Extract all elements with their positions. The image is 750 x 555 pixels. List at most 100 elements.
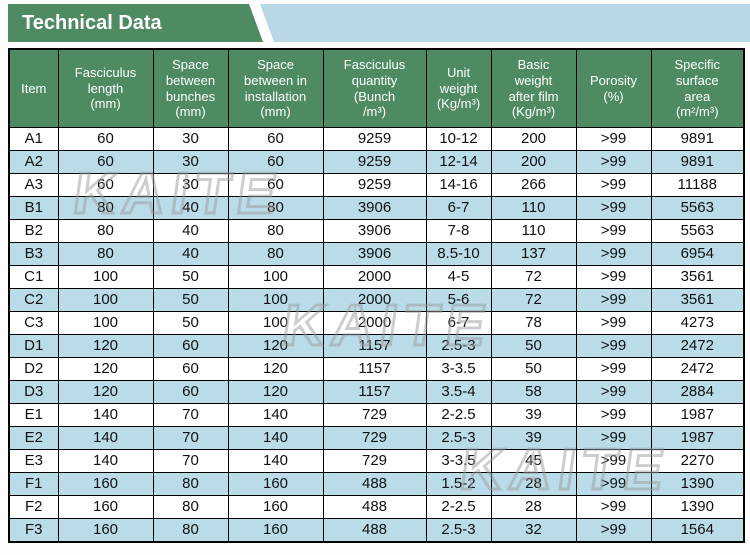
value-cell: 2000	[322, 265, 427, 289]
value-cell: 9259	[322, 173, 427, 197]
value-cell: 12-14	[425, 150, 492, 174]
value-cell: 1.5-2	[425, 472, 492, 496]
table-header-row: Item Fasciculus length (mm) Space between bunc…	[8, 48, 745, 128]
value-cell: >99	[575, 449, 652, 473]
value-cell: 160	[57, 472, 154, 496]
value-cell: 2270	[650, 449, 745, 473]
value-cell: 200	[490, 127, 577, 151]
value-cell: 2000	[322, 311, 427, 335]
value-cell: 50	[152, 265, 229, 289]
item-cell: E3	[8, 449, 59, 473]
column-header-space-between-bunches: Space between bunches (mm)	[152, 48, 229, 128]
value-cell: >99	[575, 334, 652, 358]
title-banner: Technical Data	[8, 4, 263, 42]
value-cell: 160	[227, 472, 324, 496]
item-cell: C2	[8, 288, 59, 312]
value-cell: 28	[490, 472, 577, 496]
item-cell: F2	[8, 495, 59, 519]
column-header-porosity: Porosity (%)	[575, 48, 652, 128]
value-cell: 50	[490, 334, 577, 358]
item-cell: A3	[8, 173, 59, 197]
table-row-C1: C1 100 50 100 2000 4-5 72 >99 3561	[8, 265, 745, 289]
value-cell: 1987	[650, 403, 745, 427]
value-cell: 39	[490, 426, 577, 450]
item-cell: E2	[8, 426, 59, 450]
value-cell: 30	[152, 150, 229, 174]
value-cell: 140	[57, 403, 154, 427]
value-cell: 488	[322, 472, 427, 496]
table-row-F1: F1 160 80 160 488 1.5-2 28 >99 1390	[8, 472, 745, 496]
value-cell: 2.5-3	[425, 334, 492, 358]
value-cell: 100	[227, 288, 324, 312]
column-header-fasciculus-length: Fasciculus length (mm)	[57, 48, 154, 128]
column-header-specific-surface-area: Specific surface area (m²/m³)	[650, 48, 745, 128]
value-cell: 4273	[650, 311, 745, 335]
value-cell: 5563	[650, 219, 745, 243]
item-cell: A2	[8, 150, 59, 174]
table-row-E3: E3 140 70 140 729 3-3.5 45 >99 2270	[8, 449, 745, 473]
value-cell: 110	[490, 196, 577, 220]
value-cell: 80	[227, 219, 324, 243]
value-cell: 2.5-3	[425, 426, 492, 450]
item-cell: B2	[8, 219, 59, 243]
table-row-B3: B3 80 40 80 3906 8.5-10 137 >99 6954	[8, 242, 745, 266]
value-cell: 3561	[650, 265, 745, 289]
column-header-fasciculus-quantity: Fasciculus quantity (Bunch/m³)	[322, 48, 427, 128]
value-cell: >99	[575, 472, 652, 496]
value-cell: >99	[575, 196, 652, 220]
value-cell: 60	[57, 173, 154, 197]
value-cell: 50	[152, 288, 229, 312]
table-row-F2: F2 160 80 160 488 2-2.5 28 >99 1390	[8, 495, 745, 519]
table-row-E2: E2 140 70 140 729 2.5-3 39 >99 1987	[8, 426, 745, 450]
value-cell: 3-3.5	[425, 449, 492, 473]
value-cell: 72	[490, 265, 577, 289]
value-cell: 729	[322, 426, 427, 450]
value-cell: 80	[227, 196, 324, 220]
value-cell: 10-12	[425, 127, 492, 151]
value-cell: 6-7	[425, 196, 492, 220]
item-cell: F3	[8, 518, 59, 543]
table-row-D1: D1 120 60 120 1157 2.5-3 50 >99 2472	[8, 334, 745, 358]
value-cell: 140	[227, 449, 324, 473]
value-cell: 8.5-10	[425, 242, 492, 266]
value-cell: 3906	[322, 196, 427, 220]
value-cell: 160	[227, 495, 324, 519]
table-row-D3: D3 120 60 120 1157 3.5-4 58 >99 2884	[8, 380, 745, 404]
value-cell: 2472	[650, 357, 745, 381]
value-cell: 2000	[322, 288, 427, 312]
technical-data-table: Item Fasciculus length (mm) Space between bunc…	[8, 48, 745, 543]
value-cell: 32	[490, 518, 577, 543]
value-cell: 60	[152, 357, 229, 381]
value-cell: 60	[57, 127, 154, 151]
value-cell: >99	[575, 265, 652, 289]
value-cell: >99	[575, 150, 652, 174]
value-cell: 2-2.5	[425, 495, 492, 519]
value-cell: 120	[57, 357, 154, 381]
value-cell: 200	[490, 150, 577, 174]
value-cell: 80	[152, 495, 229, 519]
value-cell: 39	[490, 403, 577, 427]
value-cell: >99	[575, 219, 652, 243]
value-cell: 80	[57, 196, 154, 220]
value-cell: 160	[57, 518, 154, 543]
value-cell: 1157	[322, 334, 427, 358]
value-cell: 80	[152, 472, 229, 496]
value-cell: 9259	[322, 150, 427, 174]
value-cell: 78	[490, 311, 577, 335]
value-cell: 3906	[322, 219, 427, 243]
value-cell: 100	[227, 311, 324, 335]
value-cell: >99	[575, 518, 652, 543]
value-cell: 40	[152, 219, 229, 243]
table-row-A3: A3 60 30 60 9259 14-16 266 >99 11188	[8, 173, 745, 197]
value-cell: 1390	[650, 472, 745, 496]
table-row-A2: A2 60 30 60 9259 12-14 200 >99 9891	[8, 150, 745, 174]
value-cell: 60	[152, 380, 229, 404]
value-cell: 5-6	[425, 288, 492, 312]
item-cell: F1	[8, 472, 59, 496]
table-row-D2: D2 120 60 120 1157 3-3.5 50 >99 2472	[8, 357, 745, 381]
value-cell: 72	[490, 288, 577, 312]
value-cell: 2472	[650, 334, 745, 358]
value-cell: 50	[152, 311, 229, 335]
item-cell: D2	[8, 357, 59, 381]
item-cell: B1	[8, 196, 59, 220]
